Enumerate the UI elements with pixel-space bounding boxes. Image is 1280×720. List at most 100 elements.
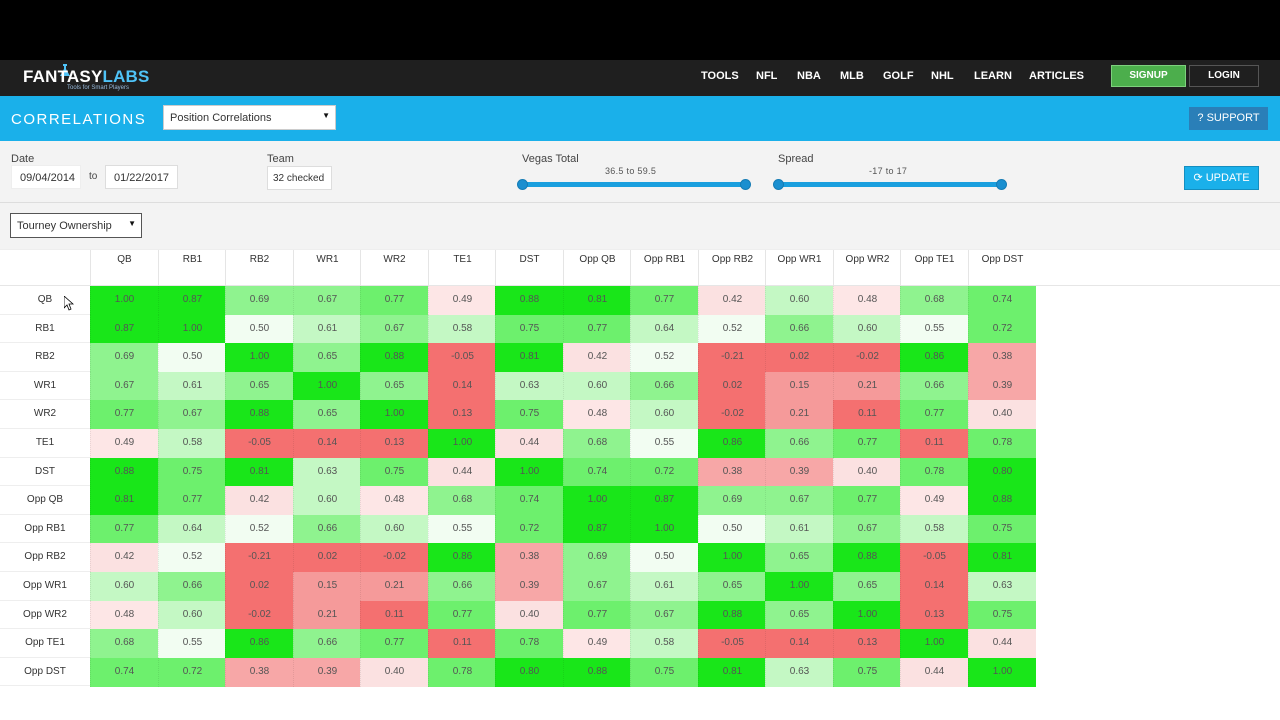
correlation-cell: 0.81 [495, 343, 563, 373]
vegas-min-handle[interactable] [517, 179, 528, 190]
update-button[interactable]: ⟳ UPDATE [1184, 166, 1259, 190]
correlation-cell: 0.69 [698, 486, 766, 516]
correlation-type-value: Position Correlations [170, 112, 272, 124]
correlation-cell: 0.48 [563, 400, 631, 430]
column-header[interactable]: Opp DST [968, 250, 1036, 287]
correlation-cell: 0.67 [630, 600, 698, 630]
flask-icon [60, 64, 70, 76]
nav-articles[interactable]: ARTICLES [1029, 70, 1084, 82]
correlation-type-select[interactable]: Position Correlations ▼ [163, 105, 336, 130]
nav-learn[interactable]: LEARN [974, 70, 1012, 82]
correlation-cell: 0.60 [293, 486, 361, 516]
nav-nba[interactable]: NBA [797, 70, 821, 82]
column-header[interactable]: DST [495, 250, 563, 287]
correlation-cell: 0.65 [833, 572, 901, 602]
logo-tagline: Tools for Smart Players [67, 85, 130, 91]
correlation-cell: -0.05 [428, 343, 496, 373]
correlation-cell: 0.81 [968, 543, 1036, 573]
correlation-cell: 0.66 [158, 572, 226, 602]
correlation-cell: 0.50 [225, 314, 293, 344]
correlation-cell: 0.02 [698, 371, 766, 401]
correlation-cell: 0.21 [360, 572, 428, 602]
nav-tools[interactable]: TOOLS [701, 70, 739, 82]
column-header[interactable]: Opp WR1 [765, 250, 833, 287]
correlation-cell: 0.11 [428, 629, 496, 659]
correlation-cell: 1.00 [698, 543, 766, 573]
correlation-cell: 0.15 [293, 572, 361, 602]
signup-button[interactable]: SIGNUP [1111, 65, 1186, 87]
correlation-cell: 0.52 [225, 514, 293, 544]
correlation-cell: 0.13 [900, 600, 968, 630]
correlation-cell: 0.13 [833, 629, 901, 659]
correlation-cell: 0.66 [428, 572, 496, 602]
question-icon: ? [1197, 112, 1207, 124]
correlation-cell: -0.02 [225, 600, 293, 630]
column-header[interactable]: Opp RB2 [698, 250, 766, 287]
team-select[interactable]: 32 checked [267, 166, 332, 190]
column-header[interactable]: Opp QB [563, 250, 631, 287]
login-button[interactable]: LOGIN [1189, 65, 1259, 87]
correlation-cell: 0.42 [225, 486, 293, 516]
vegas-max-handle[interactable] [740, 179, 751, 190]
column-header[interactable]: Opp TE1 [900, 250, 968, 287]
vegas-total-slider[interactable] [523, 182, 746, 187]
correlation-cell: 0.81 [225, 457, 293, 487]
correlation-cell: 0.75 [158, 457, 226, 487]
correlation-cell: 0.58 [158, 429, 226, 459]
ownership-select[interactable]: Tourney Ownership ▼ [10, 213, 142, 238]
correlation-cell: 0.78 [968, 429, 1036, 459]
correlation-cell: 1.00 [833, 600, 901, 630]
correlation-cell: 0.64 [630, 314, 698, 344]
correlation-cell: 1.00 [90, 286, 158, 316]
correlation-cell: 0.78 [428, 657, 496, 687]
correlation-cell: 0.21 [765, 400, 833, 430]
column-header[interactable]: RB2 [225, 250, 293, 287]
correlation-cell: 0.61 [630, 572, 698, 602]
column-header[interactable]: Opp RB1 [630, 250, 698, 287]
row-header: Opp DST [0, 658, 90, 687]
correlation-cell: 0.44 [428, 457, 496, 487]
correlation-cell: 0.86 [900, 343, 968, 373]
column-header[interactable]: RB1 [158, 250, 226, 287]
correlation-cell: 0.86 [428, 543, 496, 573]
correlation-cell: 0.72 [968, 314, 1036, 344]
nav-nfl[interactable]: NFL [756, 70, 778, 82]
spread-slider[interactable] [779, 182, 1002, 187]
nav-nhl[interactable]: NHL [931, 70, 954, 82]
spread-range: -17 to 17 [869, 166, 908, 176]
correlation-cell: 1.00 [495, 457, 563, 487]
correlation-cell: 0.75 [495, 314, 563, 344]
correlation-cell: 0.87 [90, 314, 158, 344]
correlation-cell: 0.80 [495, 657, 563, 687]
refresh-icon: ⟳ [1193, 172, 1206, 184]
column-header[interactable]: WR2 [360, 250, 428, 287]
column-header[interactable]: Opp WR2 [833, 250, 901, 287]
correlation-cell: 0.21 [833, 371, 901, 401]
date-to-input[interactable]: 01/22/2017 [105, 165, 178, 189]
correlation-cell: 0.77 [563, 600, 631, 630]
row-header: Opp WR1 [0, 572, 90, 601]
spread-min-handle[interactable] [773, 179, 784, 190]
fantasylabs-logo[interactable]: FANTASYLABS Tools for Smart Players [23, 64, 173, 94]
correlation-cell: 0.77 [90, 400, 158, 430]
nav-mlb[interactable]: MLB [840, 70, 864, 82]
nav-golf[interactable]: GOLF [883, 70, 914, 82]
spread-label: Spread [778, 153, 814, 165]
column-header[interactable]: QB [90, 250, 158, 287]
row-header: WR1 [0, 372, 90, 401]
correlation-cell: 0.44 [968, 629, 1036, 659]
correlation-cell: 0.21 [293, 600, 361, 630]
update-label: UPDATE [1205, 172, 1250, 184]
caret-down-icon: ▼ [128, 219, 136, 228]
support-button[interactable]: ? SUPPORT [1189, 107, 1268, 130]
correlation-cell: 0.67 [563, 572, 631, 602]
date-from-input[interactable]: 09/04/2014 [11, 165, 81, 189]
column-header[interactable]: WR1 [293, 250, 361, 287]
spread-max-handle[interactable] [996, 179, 1007, 190]
column-header[interactable]: TE1 [428, 250, 496, 287]
date-to-separator: to [89, 171, 98, 182]
correlation-cell: 0.61 [158, 371, 226, 401]
correlation-cell: 0.44 [495, 429, 563, 459]
correlation-cell: 0.75 [968, 600, 1036, 630]
correlation-cell: 0.77 [90, 514, 158, 544]
